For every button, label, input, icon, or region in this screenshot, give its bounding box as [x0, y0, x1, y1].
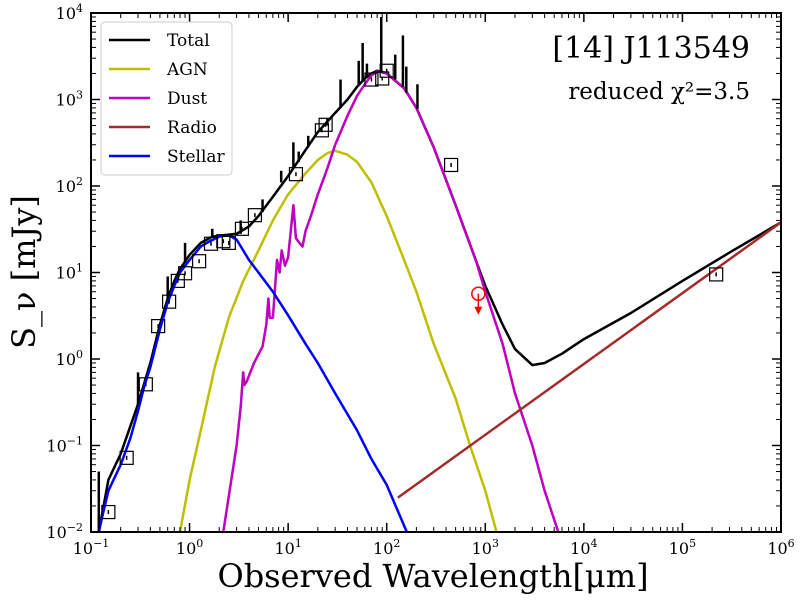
chart-title: [14] J113549 [552, 31, 750, 66]
legend-label-stellar: Stellar [167, 147, 226, 167]
y-axis-title-text: S_ν [mJy] [5, 195, 43, 349]
photometry-point [170, 273, 185, 288]
legend-box [100, 21, 233, 176]
photometry-point [177, 266, 193, 281]
tick-layer [90, 12, 782, 533]
y-tick-label: 100 [56, 348, 83, 369]
photometry-point [444, 157, 459, 173]
photometry-point [314, 123, 329, 138]
legend-entries: Total AGN Dust Radio Stellar [109, 31, 226, 167]
legend: Total AGN Dust Radio Stellar [100, 21, 233, 176]
marker-layer [101, 63, 724, 520]
y-tick-label: 104 [56, 2, 83, 23]
legend-label-radio: Radio [167, 118, 217, 138]
y-tick-label: 101 [56, 262, 83, 283]
x-tick-label: 104 [570, 537, 597, 558]
photometry-point [221, 235, 236, 250]
photometry-point [192, 254, 207, 269]
photometry-point [288, 167, 304, 182]
photometry-point [375, 71, 390, 86]
y-tick-label: 10−2 [46, 521, 83, 542]
legend-label-agn: AGN [166, 60, 208, 80]
photometry-point [318, 117, 333, 132]
series-layer [97, 69, 781, 532]
photometry-point [234, 221, 250, 236]
photometry-point [709, 267, 724, 282]
y-tick-label: 102 [56, 175, 83, 196]
photometry-point [151, 319, 166, 334]
x-tick-label: 105 [669, 537, 696, 558]
photometry-point [364, 72, 379, 87]
x-tick-label: 103 [472, 537, 499, 558]
photometry-point [138, 377, 153, 392]
legend-label-total: Total [167, 31, 210, 51]
photometry-point [101, 504, 116, 520]
photometry-point [203, 236, 219, 251]
x-tick-label: 10−1 [73, 537, 110, 558]
y-axis-title: S_ν [mJy] [5, 195, 43, 349]
photometry-point [216, 234, 231, 249]
chi2-annotation: reduced χ²=3.5 [568, 79, 750, 105]
x-tick-label: 101 [274, 537, 301, 558]
y-tick-label: 103 [56, 89, 83, 110]
upper-limit-arrow-head [474, 306, 483, 315]
x-tick-labels: 10−1 100 101 102 103 104 105 106 [73, 537, 795, 558]
photometry-point [247, 208, 263, 223]
series-line-total [97, 69, 781, 532]
legend-label-dust: Dust [167, 89, 207, 109]
x-axis-title: Observed Wavelength[μm] [217, 557, 648, 595]
x-tick-label: 106 [767, 537, 794, 558]
y-tick-label: 10−1 [46, 435, 83, 456]
x-tick-label: 102 [373, 537, 400, 558]
series-line-dust [222, 70, 560, 532]
x-tick-label: 100 [176, 537, 203, 558]
series-line-stellar [97, 233, 408, 532]
y-tick-labels: 10−2 10−1 100 101 102 103 104 [46, 2, 83, 542]
svg-text:S_ν [mJy]: S_ν [mJy] [5, 195, 43, 349]
photometry-point [119, 450, 134, 465]
photometry-point [379, 63, 394, 78]
photometry-point [162, 294, 177, 309]
series-line-agn [178, 149, 498, 532]
